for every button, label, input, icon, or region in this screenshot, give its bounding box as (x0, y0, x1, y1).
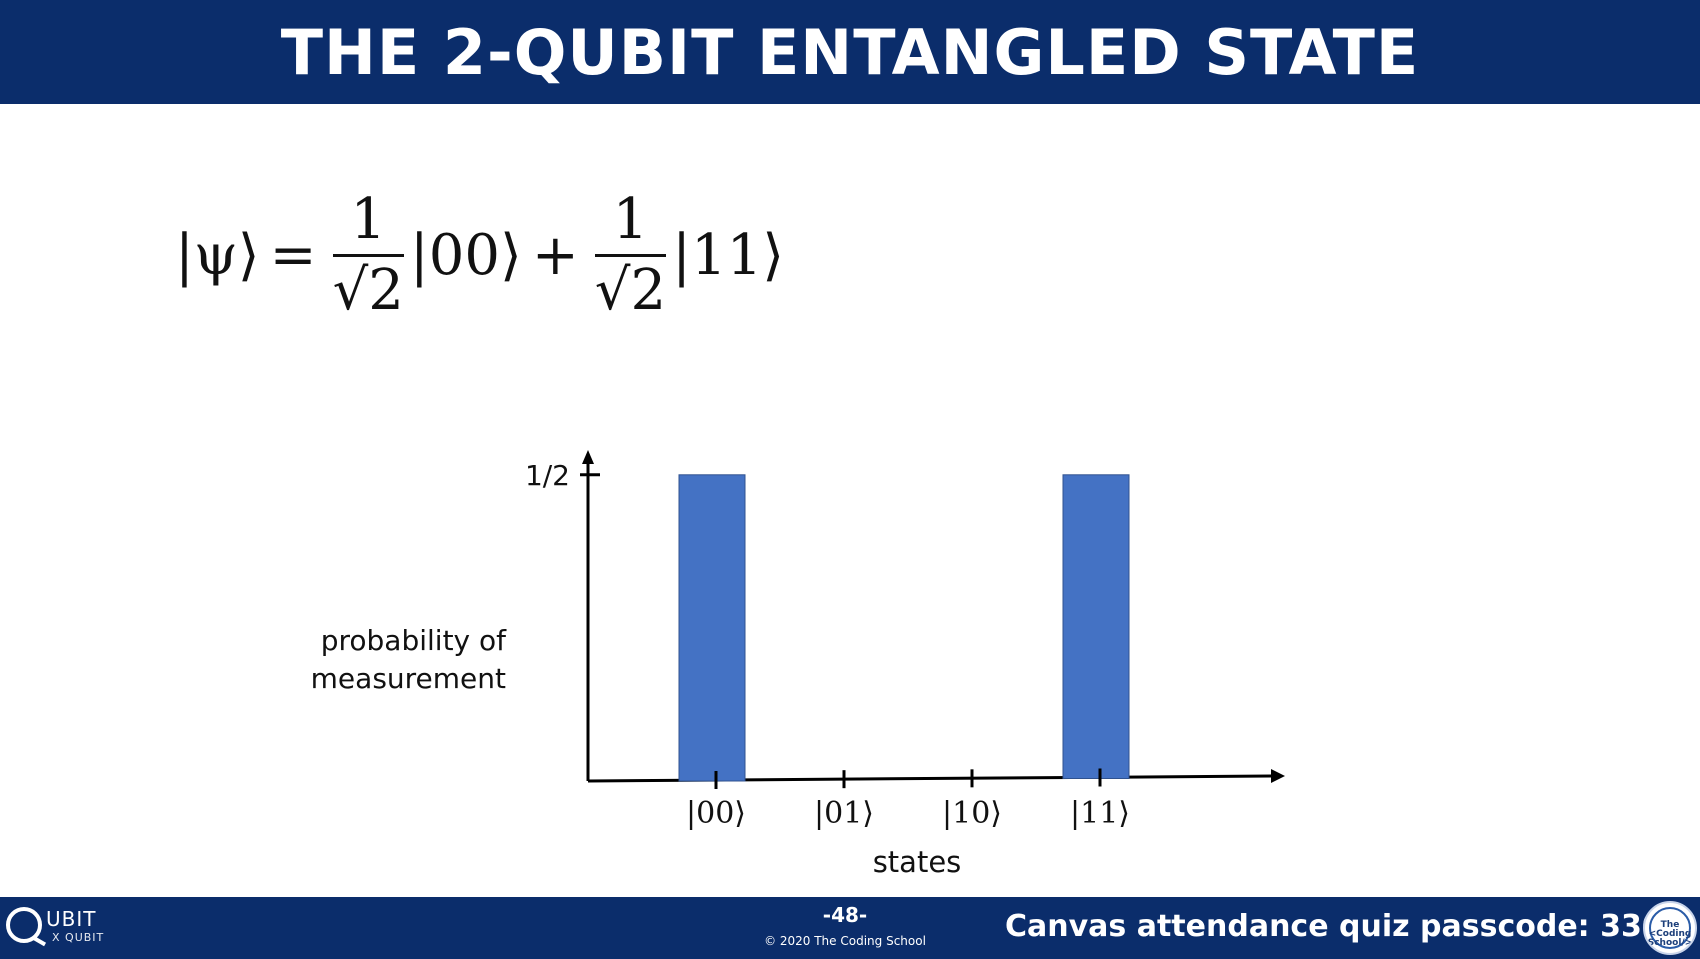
fraction-term1-numerator: 1 (350, 186, 387, 252)
x-tick-label-2: |10⟩ (942, 796, 1002, 831)
seal-ring (1649, 907, 1691, 949)
coding-school-seal-icon: The <Coding School/> (1643, 901, 1697, 955)
qubit-logo-q-icon (6, 907, 42, 943)
footer-bar: UBIT X QUBIT -48- © 2020 The Coding Scho… (0, 897, 1700, 959)
qubit-logo: UBIT X QUBIT (6, 905, 116, 951)
title-banner: THE 2-QUBIT ENTANGLED STATE (0, 0, 1700, 104)
state-equation: |ψ⟩ = 1 √2 |00⟩ + 1 √2 |11⟩ (175, 180, 784, 330)
seal-text-line-1: The (1660, 920, 1680, 930)
equation-ket-00: |00⟩ (409, 222, 522, 288)
x-tick-label-3: |11⟩ (1070, 796, 1130, 831)
slide-title: THE 2-QUBIT ENTANGLED STATE (280, 15, 1420, 89)
equation-lhs: |ψ⟩ (175, 222, 260, 288)
fraction-term1: 1 √2 (332, 186, 404, 323)
y-axis-arrow (582, 450, 594, 464)
fraction-term2: 1 √2 (594, 186, 667, 323)
logo-text-sub: X QUBIT (52, 931, 105, 944)
equation-ket-11: |11⟩ (672, 222, 785, 288)
logo-text-main: UBIT (46, 907, 97, 931)
quiz-passcode: Canvas attendance quiz passcode: 3308 (1005, 909, 1684, 944)
seal-text-line-2: <Coding (1648, 929, 1692, 939)
x-axis-label: states (873, 845, 962, 879)
equation-equals: = (269, 222, 317, 288)
equation-plus: + (531, 222, 579, 288)
x-tick-label-0: |00⟩ (686, 796, 746, 831)
y-tick-label-0: 1/2 (525, 459, 570, 492)
fraction-term1-denominator: √2 (332, 257, 404, 323)
fraction-term2-bar (594, 253, 667, 257)
x-tick-label-1: |01⟩ (814, 796, 874, 831)
y-axis-label: probability of measurement (260, 622, 506, 698)
probability-bar-chart: 1/2 |00⟩ |01⟩ |10⟩ |11⟩ states (525, 450, 1285, 879)
y-axis-label-line-2: measurement (310, 662, 506, 695)
bar-3 (1062, 474, 1130, 779)
bar-0 (678, 474, 746, 782)
x-axis-arrow (1271, 769, 1285, 783)
fraction-term2-numerator: 1 (612, 186, 649, 252)
seal-text-line-3: School/> (1647, 938, 1693, 948)
page-number: -48- (822, 903, 868, 927)
fraction-term1-bar (332, 253, 404, 257)
copyright-text: © 2020 The Coding School (764, 934, 926, 948)
seal-text: The <Coding School/> (1645, 921, 1695, 948)
fraction-term2-denominator: √2 (594, 257, 667, 323)
y-axis-label-line-1: probability of (320, 624, 506, 657)
